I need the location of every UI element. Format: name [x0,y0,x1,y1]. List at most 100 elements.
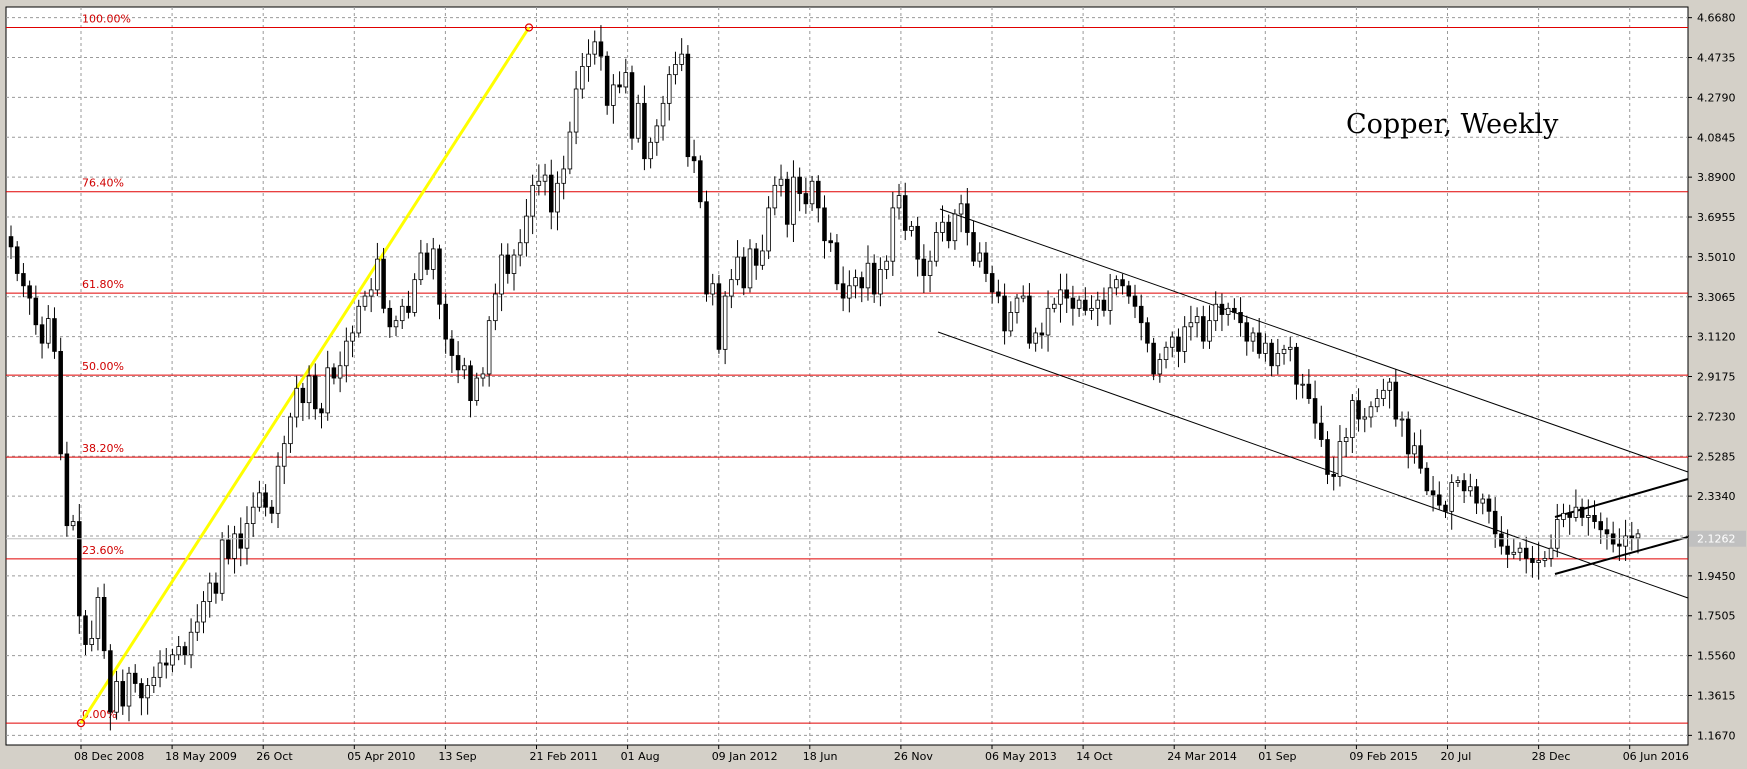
y-tick-label: 4.2790 [1697,91,1736,104]
y-tick-label: 2.5285 [1697,450,1736,463]
candle-down [443,303,448,340]
candle-down [1269,342,1274,367]
candle-up [114,681,119,713]
candle-up [1511,551,1517,555]
current-price-marker [1689,530,1746,547]
candle-up [1287,346,1293,350]
fib-level-label: 100.00% [82,13,131,26]
x-tick-label: 28 Dec [1532,750,1571,763]
candle-down [716,283,722,350]
x-tick-label: 01 Sep [1258,750,1296,763]
candle-up [722,295,728,350]
candle-down [784,178,790,225]
candle-down [455,355,461,371]
candle-up [654,125,660,143]
candle-up [865,262,871,289]
candle-down [1064,289,1069,299]
candle-down [1325,439,1330,475]
y-tick-label: 4.4735 [1697,52,1736,65]
candle-up [1548,547,1554,559]
candle-down [1244,322,1250,342]
y-tick-label: 3.5010 [1697,251,1736,264]
candle-up [474,377,480,401]
candle-up [1399,418,1405,421]
candle-up [232,533,237,559]
y-tick-label: 2.3340 [1697,490,1736,503]
candle-up [350,332,355,342]
candle-up [977,252,983,262]
candle-up [884,260,889,270]
candle-down [313,375,318,410]
candle-up [195,621,200,633]
candle-up [890,207,896,262]
candle-up [710,283,715,295]
candle-down [108,650,113,713]
channel-lower-line [937,331,1689,599]
candle-up [586,53,591,67]
candle-down [816,180,821,209]
fib-level-label: 38.20% [82,442,124,455]
candle-up [555,182,560,213]
candle-down [1027,295,1032,344]
candle-down [1567,512,1572,518]
candle-up [1623,535,1628,547]
candle-up [306,375,312,404]
candle-down [21,273,26,287]
candle-down [902,195,908,231]
candle-up [1281,348,1287,354]
candle-down [971,232,976,262]
candle-up [1455,480,1461,483]
x-tick-label: 13 Sep [438,750,476,763]
candle-down [1319,422,1324,440]
candle-up [927,260,933,276]
candle-up [70,521,76,527]
candle-up [151,676,157,686]
candle-up [431,248,436,270]
candle-up [760,250,765,266]
candle-down [1256,332,1262,354]
candle-up [735,256,740,281]
candle-down [1424,467,1430,492]
candle-up [325,367,330,414]
candle-down [859,277,865,289]
candle-down [1356,400,1361,420]
fib-level-label: 76.40% [82,177,124,190]
candle-down [946,221,951,242]
candle-up [580,66,585,90]
candle-up [542,174,548,182]
candle-up [418,252,424,281]
candle-down [319,408,324,414]
candle-down [1437,494,1442,506]
candle-up [1213,303,1218,322]
candle-up [462,365,467,371]
candle-down [598,41,604,57]
candle-down [226,539,231,559]
candle-up [288,416,293,445]
x-tick-label: 05 Apr 2010 [347,750,415,763]
candle-up [499,254,504,295]
candle-down [1461,480,1467,492]
y-tick-label: 2.9175 [1697,371,1736,384]
candle-up [145,685,150,699]
candle-up [412,279,417,313]
candle-down [834,242,840,285]
axes: 4.6680 4.4735 4.2790 4.0845 3.8900 3.6955 3.50… [6,12,1746,763]
x-tick-label: 18 May 2009 [165,750,237,763]
candle-up [1449,482,1454,512]
candle-down [921,258,927,276]
candle-up [729,279,734,297]
candle-up [89,638,94,645]
candle-up [1058,289,1063,305]
candle-up [344,340,349,367]
candle-up [673,64,678,76]
candle-up [666,74,672,104]
candle-up [362,295,368,307]
candle-up [1182,326,1187,352]
candle-up [1561,512,1566,520]
candle-down [549,174,554,213]
candle-down [704,201,709,295]
candle-down [120,681,126,707]
candle-up [1163,346,1169,360]
candle-down [58,350,63,455]
